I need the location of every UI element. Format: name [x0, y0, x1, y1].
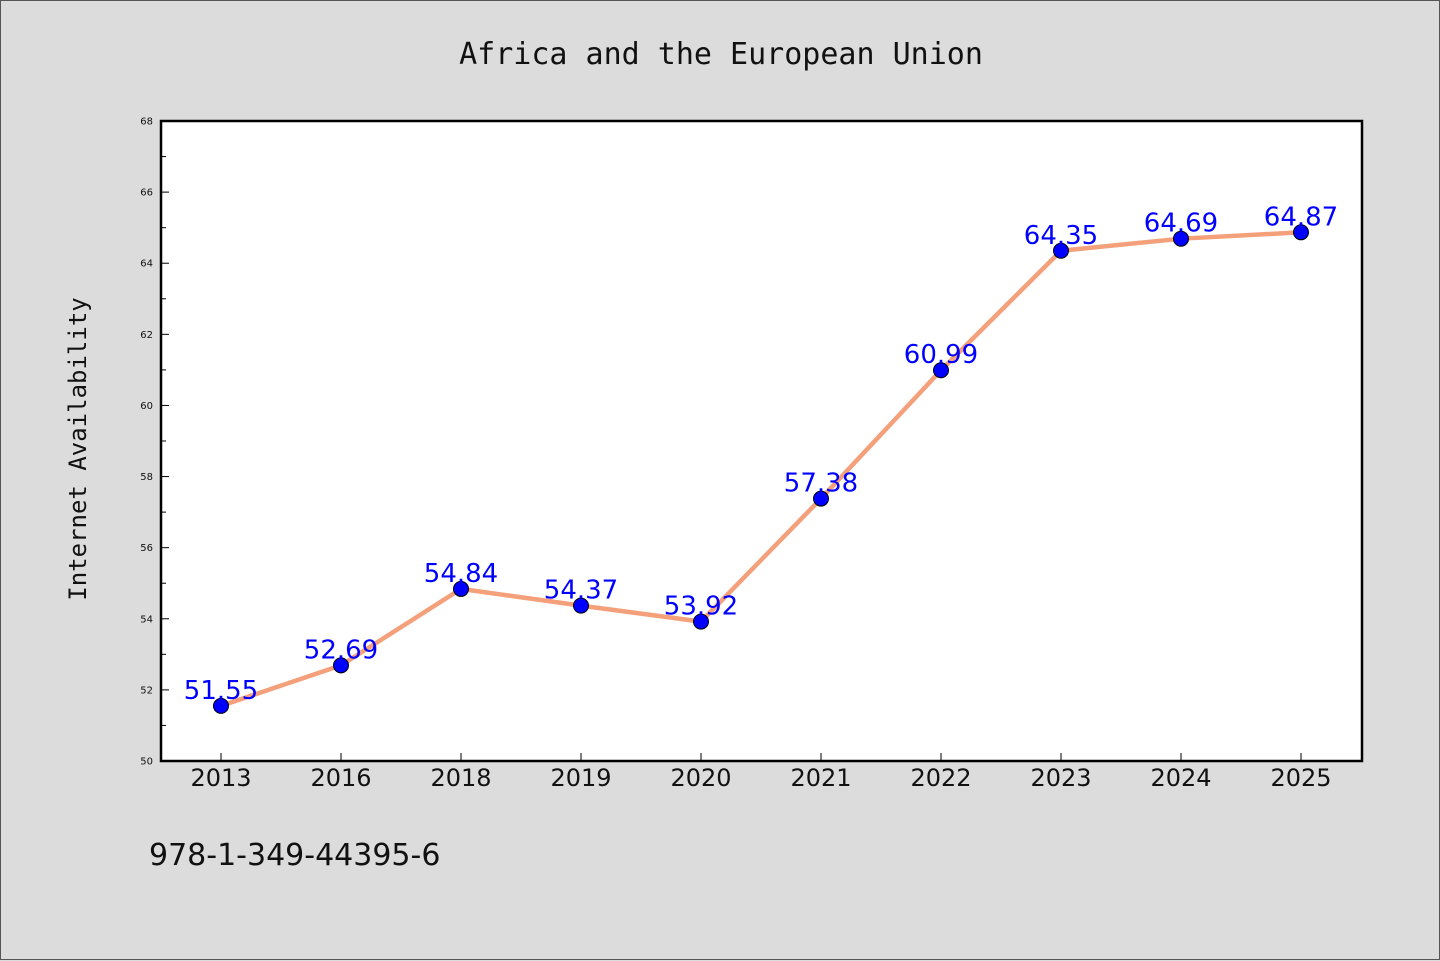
y-tick-label: 66	[140, 188, 153, 199]
x-tick-label: 2025	[1270, 764, 1331, 792]
data-point	[1293, 224, 1309, 241]
y-tick-label: 68	[140, 117, 153, 128]
data-label: 64.35	[1024, 221, 1098, 251]
x-tick-label: 2019	[550, 764, 611, 792]
data-label: 64.87	[1264, 202, 1338, 232]
data-label: 54.37	[544, 576, 618, 606]
x-tick-label: 2016	[310, 764, 371, 792]
data-label: 57.38	[784, 469, 858, 499]
x-tick-label: 2023	[1030, 764, 1091, 792]
data-labels: 51.55 52.69 54.84 54.37 53.92 57.38 60.99 64.35…	[184, 202, 1338, 706]
data-label: 52.69	[304, 635, 378, 665]
data-label: 51.55	[184, 676, 258, 706]
data-label: 54.84	[424, 559, 498, 589]
y-axis-label: Internet Availability	[64, 297, 92, 600]
data-point	[573, 597, 589, 614]
y-tick-label: 52	[140, 685, 153, 696]
data-label: 53.92	[664, 592, 738, 622]
y-tick-label: 54	[140, 614, 153, 625]
data-point	[333, 657, 349, 674]
x-tick-label: 2020	[670, 764, 731, 792]
x-tick-label: 2022	[910, 764, 971, 792]
data-point	[1053, 242, 1069, 259]
chart-title: Africa and the European Union	[459, 37, 983, 72]
x-tick-label: 2018	[430, 764, 491, 792]
x-axis-ticks: 2013 2016 2018 2019 2020 2021 2022 2023 2024 2025	[190, 753, 1332, 792]
series-group	[213, 224, 1309, 714]
data-point	[1173, 230, 1189, 247]
y-tick-label: 56	[140, 543, 153, 554]
data-point	[213, 697, 229, 714]
series-line	[220, 230, 1302, 709]
x-tick-label: 2013	[190, 764, 251, 792]
data-point	[693, 613, 709, 630]
footer-isbn: 978-1-349-44395-6	[149, 838, 440, 873]
data-label: 64.69	[1144, 209, 1218, 239]
x-tick-label: 2021	[790, 764, 851, 792]
data-label: 60.99	[904, 340, 978, 370]
y-axis-ticks: 50 52 54 56 58 60 62 64 66 68	[140, 117, 169, 768]
data-point	[813, 490, 829, 507]
data-point	[933, 362, 949, 379]
y-tick-label: 60	[140, 401, 153, 412]
y-tick-label: 62	[140, 330, 153, 341]
y-tick-label: 64	[140, 259, 153, 270]
data-point	[453, 580, 469, 597]
y-tick-label: 50	[140, 757, 153, 768]
x-tick-label: 2024	[1150, 764, 1211, 792]
y-tick-label: 58	[140, 472, 153, 483]
